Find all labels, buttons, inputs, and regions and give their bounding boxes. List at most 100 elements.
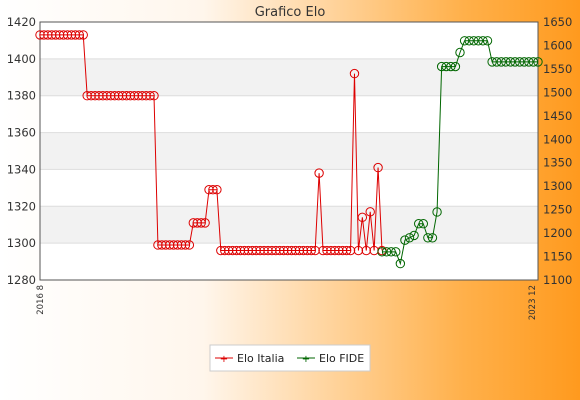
data-point	[168, 240, 179, 250]
data-point	[235, 245, 246, 256]
data-point	[204, 185, 214, 195]
data-point	[391, 247, 401, 257]
data-point	[298, 245, 309, 256]
data-point	[414, 219, 424, 229]
data-point	[220, 245, 230, 256]
data-point	[528, 57, 539, 67]
data-point	[35, 30, 45, 40]
data-point	[533, 57, 543, 67]
x-date-label: 2016 8	[36, 285, 46, 315]
data-point	[129, 91, 140, 101]
data-point	[349, 68, 360, 79]
y-right-tick-label: 1150	[543, 250, 572, 264]
grid-band	[40, 58, 538, 96]
data-point	[505, 57, 516, 67]
y-right-tick-label: 1300	[543, 179, 572, 193]
y-left-tick-label: 1400	[7, 52, 36, 66]
data-point	[427, 233, 438, 243]
data-point	[365, 207, 375, 217]
data-point	[247, 245, 257, 256]
data-point	[487, 57, 497, 67]
data-point	[153, 240, 163, 250]
data-point	[102, 91, 112, 101]
data-point	[117, 91, 128, 101]
y-right-tick-label: 1450	[543, 109, 572, 123]
data-point	[294, 245, 305, 256]
data-point	[172, 240, 183, 250]
y-left-tick-label: 1380	[7, 89, 36, 103]
data-point	[381, 247, 392, 257]
y-right-tick-label: 1200	[543, 226, 572, 240]
y-right-tick-label: 1400	[543, 132, 572, 146]
legend-italia-marker: +	[220, 354, 228, 365]
data-point	[330, 245, 340, 256]
data-point	[337, 245, 348, 256]
data-point	[400, 235, 410, 245]
data-point	[361, 245, 371, 256]
x-date-label: 2023 12	[528, 285, 538, 320]
data-point	[106, 91, 116, 101]
series-line	[382, 40, 538, 266]
data-point	[149, 91, 159, 101]
data-point	[341, 245, 352, 256]
data-point	[184, 240, 195, 250]
data-point	[459, 36, 470, 46]
y-right-tick-label: 1350	[543, 156, 572, 170]
data-point	[90, 91, 100, 101]
data-point	[239, 245, 250, 256]
series-line	[40, 34, 383, 252]
data-point	[74, 30, 85, 40]
data-point	[306, 245, 316, 256]
data-point	[282, 245, 293, 256]
data-point	[514, 57, 525, 67]
data-point	[243, 245, 254, 256]
data-point	[161, 240, 171, 250]
y-right-tick-label: 1250	[543, 203, 572, 217]
y-right-tick-label: 1100	[543, 273, 572, 287]
data-point	[66, 30, 77, 40]
data-point	[70, 30, 81, 40]
data-point	[353, 245, 364, 256]
data-point	[314, 168, 324, 178]
y-right-tick-label: 1600	[543, 38, 572, 52]
data-point	[404, 233, 415, 243]
data-point	[157, 240, 167, 250]
data-point	[436, 61, 447, 72]
data-point	[519, 57, 529, 67]
data-point	[58, 30, 69, 40]
data-point	[223, 245, 234, 256]
data-point	[492, 57, 502, 67]
data-point	[334, 245, 344, 256]
data-point	[455, 47, 465, 58]
data-point	[373, 162, 383, 173]
y-left-tick-label: 1420	[7, 15, 36, 29]
data-point	[524, 57, 534, 67]
data-point	[310, 245, 320, 256]
data-point	[212, 185, 222, 195]
plot-area-border	[39, 21, 539, 281]
data-point	[279, 245, 289, 256]
data-point	[188, 218, 199, 228]
data-point	[271, 245, 281, 256]
data-point	[302, 245, 313, 256]
data-point	[133, 91, 143, 101]
data-point	[176, 240, 187, 250]
data-point	[322, 245, 332, 256]
data-point	[286, 245, 297, 256]
y-left-tick-label: 1320	[7, 199, 36, 213]
data-point	[113, 91, 124, 101]
data-point	[318, 245, 328, 256]
data-point	[501, 57, 511, 67]
data-point	[216, 245, 226, 256]
data-point	[496, 57, 506, 67]
data-point	[196, 218, 206, 228]
data-point	[192, 218, 202, 228]
data-point	[450, 61, 461, 72]
data-point	[180, 240, 191, 250]
data-point	[200, 218, 210, 228]
data-point	[54, 30, 65, 40]
data-point	[208, 185, 218, 195]
data-point	[478, 36, 488, 46]
data-point	[326, 245, 336, 256]
